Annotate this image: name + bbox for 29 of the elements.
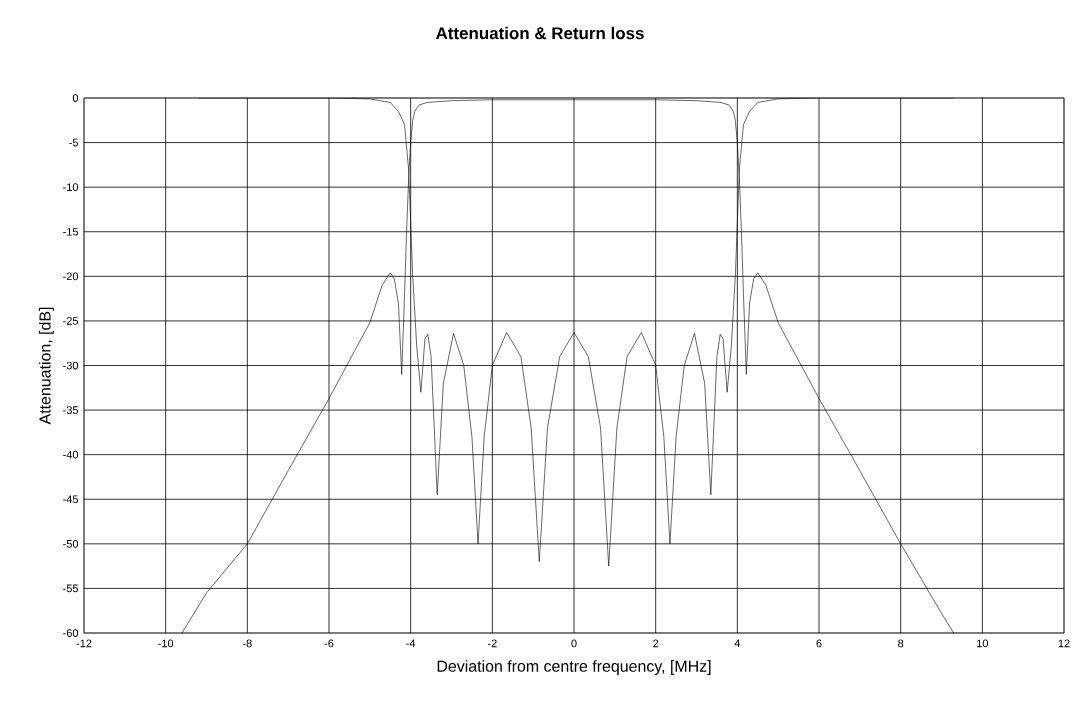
y-tick-label: -10 xyxy=(63,183,79,192)
x-axis-title: Deviation from centre frequency, [MHz] xyxy=(437,660,711,675)
x-tick-label: -6 xyxy=(324,639,334,648)
y-tick-label: -40 xyxy=(63,450,79,459)
x-tick-label: 10 xyxy=(977,639,988,648)
x-tick-label: 6 xyxy=(816,639,822,648)
y-tick-label: -25 xyxy=(63,317,79,325)
y-tick-label: 0 xyxy=(72,94,79,102)
x-tick-label: -2 xyxy=(487,639,497,648)
y-tick-label: -20 xyxy=(63,272,79,281)
y-tick-label: -60 xyxy=(63,629,79,637)
x-tick-label: 8 xyxy=(898,639,904,648)
y-tick-label: -45 xyxy=(63,495,79,504)
x-tick-label: 4 xyxy=(734,639,741,648)
x-tick-label: 12 xyxy=(1058,639,1070,648)
x-tick-label: -12 xyxy=(76,639,92,648)
x-tick-label: 0 xyxy=(571,639,577,648)
x-tick-label: -4 xyxy=(406,639,416,648)
y-tick-label: -15 xyxy=(63,227,79,236)
x-tick-label: -8 xyxy=(242,639,252,648)
x-tick-label: -10 xyxy=(158,639,174,648)
chart-title: Attenuation & Return loss xyxy=(435,26,644,40)
y-tick-label: -55 xyxy=(63,584,79,593)
y-axis-title: Attenuation, [dB] xyxy=(38,307,54,425)
y-tick-label: -50 xyxy=(63,539,79,548)
y-tick-label: -35 xyxy=(63,406,79,414)
y-tick-label: -30 xyxy=(63,361,79,370)
y-tick-label: -5 xyxy=(69,138,79,147)
x-tick-label: 2 xyxy=(653,639,659,648)
